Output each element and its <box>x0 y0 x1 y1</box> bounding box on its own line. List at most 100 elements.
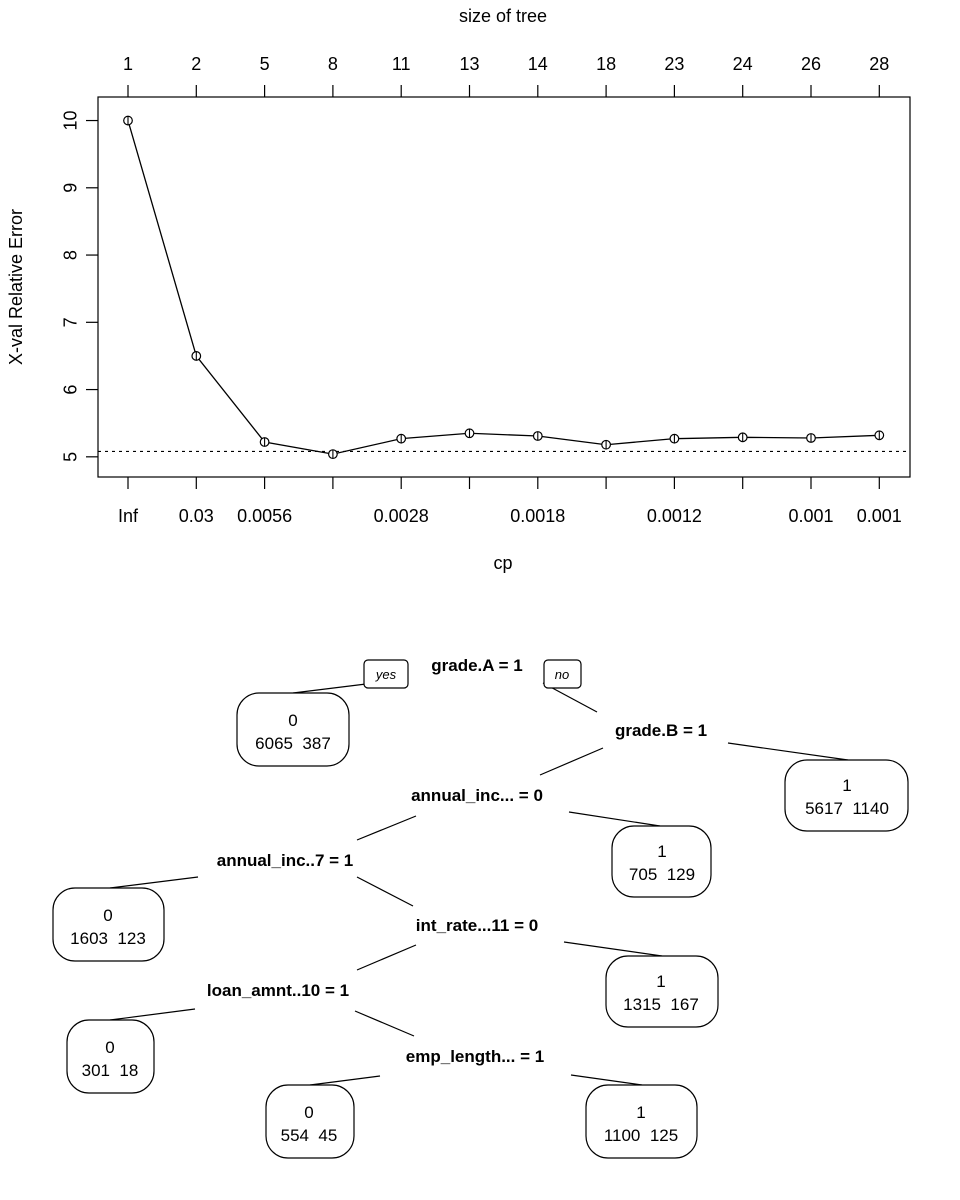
data-point <box>532 431 543 441</box>
bottom-tick-label: 0.0012 <box>647 506 702 526</box>
yes-label-box: yes <box>363 659 409 689</box>
left-tick-label: 5 <box>61 452 81 462</box>
edge <box>539 747 604 776</box>
leaf-counts: 301 18 <box>82 1061 139 1080</box>
top-tick-label: 28 <box>869 54 889 74</box>
leaf-counts: 554 45 <box>281 1126 338 1145</box>
data-point <box>396 433 407 444</box>
leaf-class: 0 <box>105 1038 114 1057</box>
top-tick-label: 13 <box>459 54 479 74</box>
left-tick-label: 7 <box>61 317 81 327</box>
data-point <box>669 433 680 444</box>
split-node: emp_length... = 1 <box>406 1047 544 1066</box>
split-node: grade.A = 1 <box>431 656 523 675</box>
data-point <box>737 432 748 443</box>
leaf-box <box>265 1084 355 1159</box>
leaf-counts: 1100 125 <box>604 1126 678 1145</box>
edges <box>109 682 849 1086</box>
leaf-box <box>66 1019 155 1094</box>
bottom-tick-label: 0.03 <box>179 506 214 526</box>
bottom-tick-label: 0.001 <box>788 506 833 526</box>
data-point <box>123 115 133 126</box>
leaf-box <box>236 692 350 767</box>
leaf-node: 1 1100 125 <box>585 1084 698 1159</box>
data-point <box>259 437 270 447</box>
leaf-box <box>52 887 165 962</box>
leaf-box <box>784 759 909 832</box>
leaf-class: 1 <box>656 972 665 991</box>
leaf-node: 0 301 18 <box>66 1019 155 1094</box>
leaf-class: 0 <box>304 1103 313 1122</box>
data-point <box>601 439 611 450</box>
split-node: annual_inc..7 = 1 <box>217 851 354 870</box>
leaf-node: 0 554 45 <box>265 1084 355 1159</box>
decision-tree: yes no grade.A = 1 grade.B = 1 annual_in… <box>52 656 909 1159</box>
leaf-class: 1 <box>657 842 666 861</box>
left-tick-label: 9 <box>61 183 81 193</box>
split-node: int_rate...11 = 0 <box>416 916 538 935</box>
split-node: grade.B = 1 <box>615 721 707 740</box>
yes-box <box>363 659 409 689</box>
data-point <box>191 351 202 361</box>
no-label-box: no <box>543 659 582 689</box>
bottom-tick-label: 0.0028 <box>374 506 429 526</box>
left-tick-label: 8 <box>61 250 81 260</box>
leaf-node: 1 5617 1140 <box>784 759 909 832</box>
top-tick-label: 26 <box>801 54 821 74</box>
data-point <box>464 428 475 439</box>
top-tick-label: 11 <box>392 54 411 74</box>
leaf-node: 0 1603 123 <box>52 887 165 962</box>
top-tick-label: 5 <box>260 54 270 74</box>
split-node: annual_inc... = 0 <box>411 786 543 805</box>
leaf-box <box>585 1084 698 1159</box>
edge <box>354 1010 415 1037</box>
leaf-box <box>611 825 712 898</box>
bottom-tick-label: 0.0056 <box>237 506 292 526</box>
top-axis: 1 2 5 8 11 13 14 18 23 24 26 28 <box>123 54 889 97</box>
edge <box>727 742 849 761</box>
edge <box>356 815 417 841</box>
left-axis: 5 6 7 8 9 10 <box>61 111 98 462</box>
top-tick-label: 18 <box>596 54 616 74</box>
left-tick-label: 10 <box>61 111 81 131</box>
leaf-class: 0 <box>103 906 112 925</box>
leaf-counts: 1603 123 <box>70 929 146 948</box>
data-point <box>874 430 885 441</box>
edge <box>563 941 663 957</box>
leaf-box <box>605 955 719 1028</box>
bottom-tick-label: 0.0018 <box>510 506 565 526</box>
top-tick-label: 24 <box>733 54 753 74</box>
leaf-counts: 705 129 <box>629 865 695 884</box>
leaf-node: 1 1315 167 <box>605 955 719 1028</box>
edge <box>356 944 417 971</box>
leaf-node: 0 6065 387 <box>236 692 350 767</box>
edge <box>570 1074 643 1086</box>
edge <box>109 876 199 889</box>
split-node: loan_amnt..10 = 1 <box>207 981 349 1000</box>
plot-frame <box>97 96 911 478</box>
no-text: no <box>555 667 569 682</box>
bottom-tick-label: Inf <box>118 506 139 526</box>
edge <box>292 683 367 694</box>
leaf-node: 1 705 129 <box>611 825 712 898</box>
top-tick-label: 8 <box>328 54 338 74</box>
leaf-counts: 1315 167 <box>623 995 699 1014</box>
no-box <box>543 659 582 689</box>
data-point <box>806 433 816 443</box>
edge <box>309 1075 381 1086</box>
data-point <box>328 449 338 460</box>
x-axis-title: cp <box>493 553 512 573</box>
series-line <box>123 115 885 460</box>
top-tick-label: 14 <box>528 54 548 74</box>
yes-text: yes <box>375 667 397 682</box>
top-tick-label: 2 <box>191 54 201 74</box>
series-path <box>127 120 880 455</box>
leaf-counts: 6065 387 <box>255 734 331 753</box>
leaf-counts: 5617 1140 <box>805 799 889 818</box>
edge <box>568 811 661 827</box>
bottom-axis: Inf 0.03 0.0056 0.0028 0.0018 0.0012 0.001 0.00… <box>118 477 902 526</box>
top-tick-label: 1 <box>123 54 133 74</box>
edge <box>356 876 414 907</box>
top-axis-title: size of tree <box>459 6 547 26</box>
